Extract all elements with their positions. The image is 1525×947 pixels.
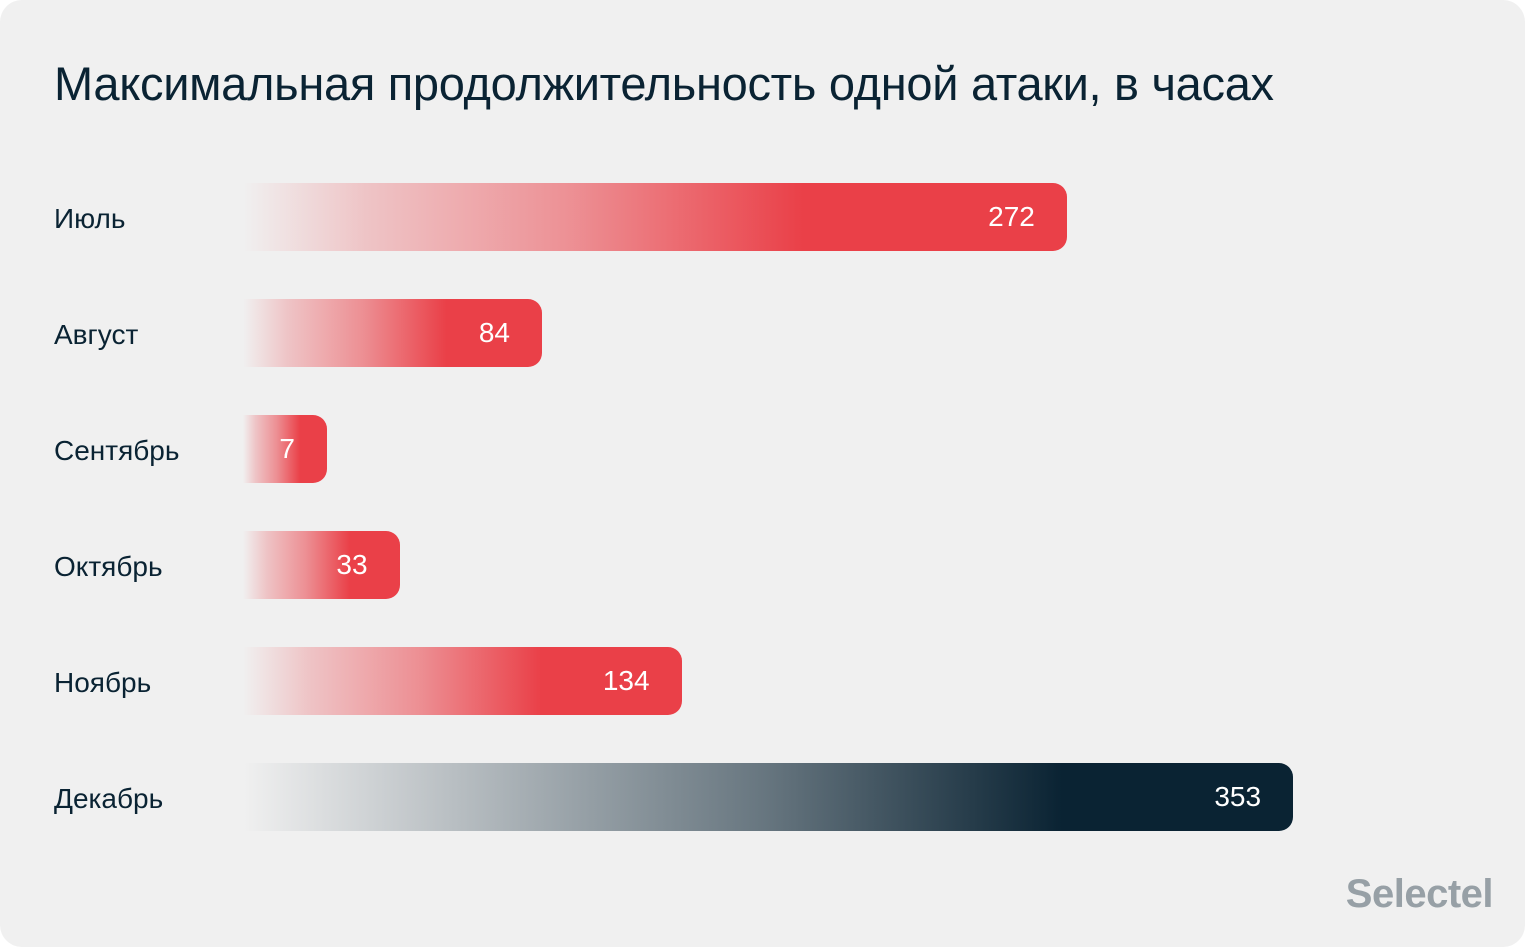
category-label: Ноябрь — [54, 667, 152, 698]
bar-row: Декабрь 353 — [0, 763, 1525, 831]
category-label: Август — [54, 319, 139, 350]
bar-row: Сентябрь 7 — [0, 415, 1525, 483]
bar: 7 — [243, 415, 327, 483]
category-label: Июль — [54, 203, 126, 234]
bar-row: Август 84 — [0, 299, 1525, 367]
data-label: 84 — [478, 317, 510, 348]
data-label: 33 — [336, 549, 368, 580]
category-label: Декабрь — [54, 783, 164, 814]
bar-row: Октябрь 33 — [0, 531, 1525, 599]
data-label: 272 — [988, 201, 1035, 232]
bar: 353 — [243, 763, 1294, 831]
chart-title: Максимальная продолжительность одной ата… — [54, 57, 1274, 110]
bar: 272 — [243, 183, 1067, 251]
selectel-logo: Selectel — [1345, 872, 1494, 916]
category-label: Октябрь — [54, 551, 163, 582]
data-label: 134 — [602, 665, 650, 696]
bar: 134 — [243, 647, 682, 715]
data-label: 353 — [1214, 781, 1262, 812]
data-label: 7 — [279, 433, 295, 464]
bar: 33 — [243, 531, 400, 599]
bar: 84 — [243, 299, 542, 367]
bar-row: Ноябрь 134 — [0, 647, 1525, 715]
bar-row: Июль 272 — [0, 183, 1525, 251]
category-label: Сентябрь — [54, 435, 180, 466]
